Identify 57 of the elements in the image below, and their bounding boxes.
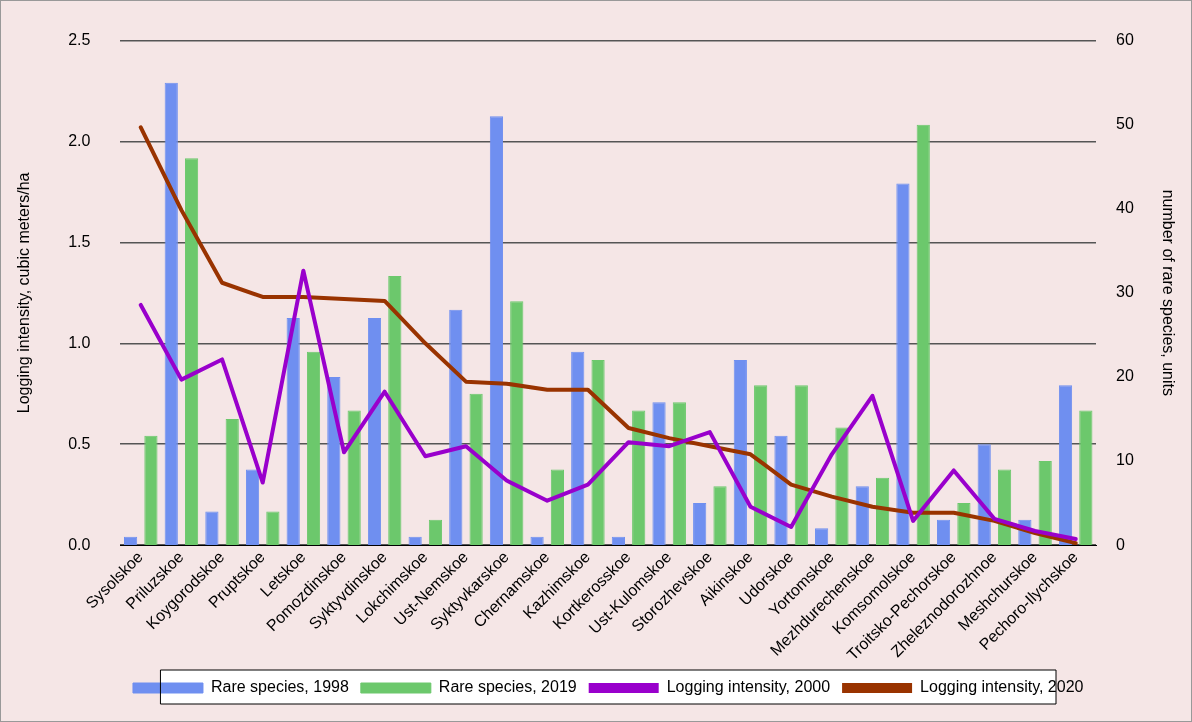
bar bbox=[896, 183, 910, 546]
bar bbox=[164, 82, 178, 546]
bar bbox=[388, 276, 402, 546]
bar bbox=[875, 477, 890, 546]
bar bbox=[693, 503, 707, 546]
y2-tick-label: 60 bbox=[1116, 31, 1134, 49]
bar bbox=[733, 360, 747, 546]
bar bbox=[1038, 461, 1052, 546]
bar bbox=[632, 410, 646, 546]
bar bbox=[571, 351, 585, 546]
bar bbox=[754, 385, 768, 546]
bar bbox=[449, 309, 463, 546]
bar bbox=[469, 393, 483, 546]
y2-tick-label: 20 bbox=[1116, 367, 1134, 385]
bar bbox=[835, 427, 849, 546]
bar bbox=[855, 486, 869, 546]
y2-tick-label: 0 bbox=[1116, 535, 1125, 553]
bar bbox=[997, 469, 1012, 546]
bar bbox=[550, 469, 565, 546]
y-tick-label: 1.5 bbox=[68, 232, 91, 250]
legend-label: Logging intensity, 2000 bbox=[666, 678, 831, 696]
y2-tick-label: 30 bbox=[1116, 283, 1134, 301]
bar bbox=[713, 486, 727, 546]
bar bbox=[489, 116, 504, 546]
y-tick-label: 2.5 bbox=[68, 31, 91, 49]
bar bbox=[144, 435, 158, 546]
bar bbox=[428, 519, 443, 546]
y2-tick-label: 40 bbox=[1116, 199, 1134, 217]
bar bbox=[245, 469, 260, 546]
y2-tick-label: 10 bbox=[1116, 451, 1134, 469]
bar bbox=[652, 402, 666, 546]
bar bbox=[286, 318, 300, 546]
y2-axis-title: number of rare species, units bbox=[1159, 189, 1177, 397]
bar bbox=[347, 410, 361, 546]
y-tick-label: 0.0 bbox=[68, 535, 91, 553]
bar bbox=[1079, 410, 1093, 546]
legend-label: Logging intensity, 2020 bbox=[920, 678, 1084, 696]
y-tick-label: 1.0 bbox=[68, 333, 91, 351]
bar bbox=[1058, 385, 1073, 546]
bar bbox=[774, 435, 788, 546]
bar bbox=[936, 519, 951, 546]
bar bbox=[957, 503, 971, 546]
y-tick-label: 0.5 bbox=[68, 434, 91, 452]
bar bbox=[184, 158, 199, 546]
bar bbox=[367, 318, 382, 546]
y-tick-label: 2.0 bbox=[68, 131, 91, 149]
legend-label: Rare species, 1998 bbox=[210, 678, 349, 696]
bar bbox=[510, 301, 524, 546]
bar bbox=[306, 351, 321, 546]
bar bbox=[916, 124, 930, 546]
bar bbox=[794, 385, 808, 546]
bar bbox=[591, 360, 605, 546]
bar bbox=[225, 418, 239, 546]
y-axis-title: Logging intensity, cubic meters/ha bbox=[15, 172, 33, 414]
legend-label: Rare species, 2019 bbox=[438, 678, 577, 696]
y2-tick-label: 50 bbox=[1116, 115, 1134, 133]
bar bbox=[672, 402, 686, 546]
